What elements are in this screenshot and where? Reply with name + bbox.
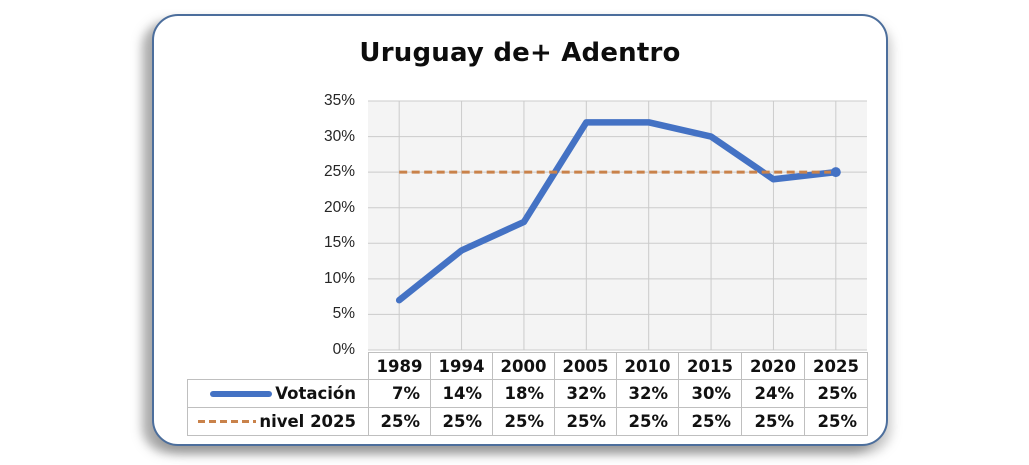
table-row-nivel-2025: nivel 2025 25% 25% 25% 25% 25% 25% 25% 2… [187,407,868,436]
table-value: 25% [368,407,431,436]
table-value: 30% [678,379,742,408]
table-value: 14% [430,379,493,408]
year-header: 2010 [616,352,679,380]
solid-line-marker-icon [210,390,273,397]
y-axis-tick: 0% [332,341,355,358]
year-header: 2000 [492,352,555,380]
y-axis-tick: 10% [323,270,355,287]
table-row-votacion: Votación 7% 14% 18% 32% 32% 30% 24% 25% [187,379,868,408]
legend-cell-nivel-2025: nivel 2025 [187,407,369,436]
table-value: 25% [616,407,679,436]
year-header: 1994 [430,352,493,380]
series-label: nivel 2025 [259,412,356,431]
table-value: 7% [368,379,431,408]
chart-frame: Uruguay de+ Adentro 35% 30% 25% 20% 15% … [152,14,888,446]
year-header: 2020 [741,352,805,380]
year-header: 2025 [804,352,868,380]
table-value: 25% [430,407,493,436]
y-axis-tick: 15% [323,234,355,251]
y-axis-tick: 35% [323,92,355,109]
table-value: 25% [554,407,617,436]
table-value: 25% [804,379,868,408]
y-axis-tick: 25% [323,163,355,180]
plot-area [368,100,867,351]
table-corner-cell [188,353,369,380]
table-value: 32% [554,379,617,408]
chart-title: Uruguay de+ Adentro [359,38,681,68]
year-header: 1989 [368,352,431,380]
table-value: 25% [678,407,742,436]
table-value: 25% [741,407,805,436]
data-table: 1989 1994 2000 2005 2010 2015 2020 2025 … [187,352,868,436]
table-header-row: 1989 1994 2000 2005 2010 2015 2020 2025 [188,352,868,380]
table-value: 25% [492,407,555,436]
y-axis-tick: 30% [323,128,355,145]
line-chart [368,100,867,351]
table-value: 24% [741,379,805,408]
year-header: 2005 [554,352,617,380]
y-axis-tick: 5% [332,305,355,322]
table-value: 32% [616,379,679,408]
table-value: 18% [492,379,555,408]
legend-cell-votacion: Votación [187,379,369,408]
table-value: 25% [804,407,868,436]
series-label: Votación [275,384,356,403]
dashed-line-marker-icon [198,420,257,423]
y-axis-tick: 20% [323,199,355,216]
year-header: 2015 [678,352,742,380]
